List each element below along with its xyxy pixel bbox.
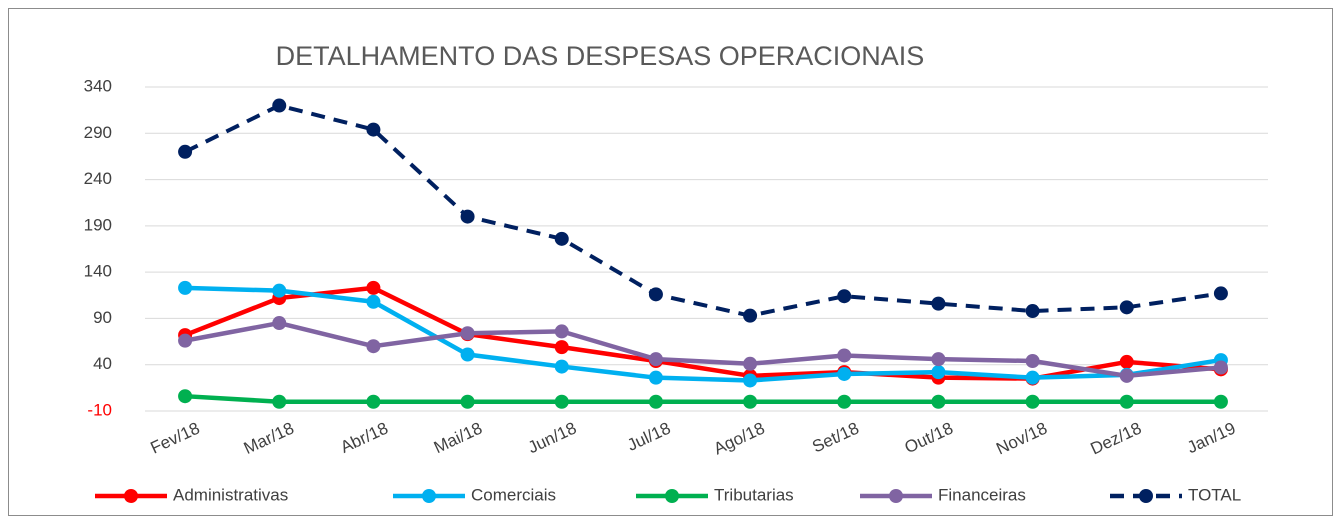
marker [366,394,381,409]
marker [178,389,193,404]
series-line [184,103,1222,318]
y-tick-label: 240 [84,169,112,188]
marker [743,394,758,409]
marker [554,340,569,355]
marker [931,296,946,311]
marker [366,280,381,295]
marker [554,359,569,374]
legend-marker [124,489,138,503]
marker [648,352,663,367]
legend-label: Financeiras [938,485,1026,504]
chart-title: DETALHAMENTO DAS DESPESAS OPERACIONAIS [276,41,925,71]
marker [1025,394,1040,409]
marker [366,339,381,354]
marker [648,287,663,302]
legend-marker [422,489,436,503]
marker [1025,370,1040,385]
marker [460,326,475,341]
marker [1213,360,1228,375]
legend-label: Comerciais [471,485,556,504]
legend-marker [889,489,903,503]
y-tick-label: 140 [84,262,112,281]
marker [837,394,852,409]
y-tick-label: 290 [84,123,112,142]
y-tick-label: 90 [93,308,112,327]
marker [648,370,663,385]
marker [743,373,758,388]
marker [837,366,852,381]
legend-marker [1139,489,1153,503]
marker [837,289,852,304]
marker [931,394,946,409]
chart-border [8,8,1333,516]
marker [1119,354,1134,369]
marker [931,365,946,380]
y-tick-label: 190 [84,215,112,234]
marker [554,394,569,409]
marker [272,316,287,331]
marker [1119,368,1134,383]
legend-label: TOTAL [1188,485,1241,504]
marker [460,347,475,362]
marker [554,231,569,246]
legend-label: Tributarias [714,485,794,504]
series-line [184,320,1222,379]
marker [1025,354,1040,369]
marker [837,348,852,363]
legend-label: Administrativas [173,485,288,504]
marker [178,280,193,295]
marker [460,394,475,409]
series-line [185,285,1222,383]
marker [1213,394,1228,409]
marker [178,333,193,348]
marker [1025,304,1040,319]
marker [1213,286,1228,301]
marker [178,144,193,159]
y-tick-label: 40 [93,354,112,373]
marker [743,308,758,323]
marker [743,356,758,371]
y-tick-label: -10 [87,400,112,419]
legend-marker [665,489,679,503]
marker [648,394,663,409]
marker [931,352,946,367]
marker [1119,300,1134,315]
marker [1119,394,1134,409]
marker [272,394,287,409]
series-line [184,393,1221,404]
marker [272,283,287,298]
marker [366,294,381,309]
marker [272,98,287,113]
marker [366,122,381,137]
y-tick-label: 340 [84,76,112,95]
marker [554,324,569,339]
marker [460,209,475,224]
